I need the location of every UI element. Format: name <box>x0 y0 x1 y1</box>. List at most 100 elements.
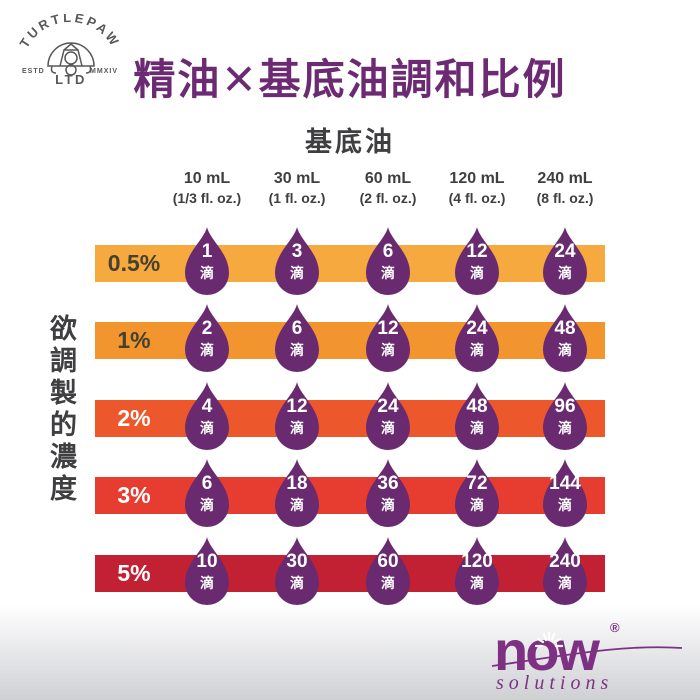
concentration-axis-label: 欲調製的濃度 <box>46 314 76 506</box>
drop: 48 滴 <box>454 381 500 451</box>
drop-count: 240 <box>549 551 581 572</box>
column-volume-label: 60 mL <box>364 170 412 187</box>
drop-count: 96 <box>554 396 576 417</box>
column-ounces-label: (4 fl. oz.) <box>448 190 506 206</box>
now-solutions-logo: now ® solutions <box>492 619 682 692</box>
drop-count: 3 <box>291 241 303 262</box>
drop-unit-label: 滴 <box>558 575 572 591</box>
ratio-bar <box>95 400 605 437</box>
sunburst-icon <box>534 631 564 648</box>
drop-count: 12 <box>466 241 488 262</box>
drop: 12 滴 <box>365 303 411 373</box>
concentration-label: 0.5% <box>107 250 161 276</box>
drop-count: 24 <box>554 241 576 262</box>
drop-unit-label: 滴 <box>290 420 304 436</box>
drop-icon <box>455 304 499 372</box>
drop: 12 滴 <box>274 381 320 451</box>
column-ounces-label: (8 fl. oz.) <box>536 190 594 206</box>
drop-count: 48 <box>554 318 576 339</box>
column-header: 120 mL (4 fl. oz.) <box>420 169 534 208</box>
drop-count: 12 <box>377 318 399 339</box>
ratio-bar <box>95 555 605 592</box>
drop-icon <box>455 537 499 605</box>
drop: 240 滴 <box>542 536 588 606</box>
drop-unit-label: 滴 <box>290 575 304 591</box>
concentration-label: 1% <box>117 327 151 353</box>
drop-icon <box>185 227 229 295</box>
drop-count: 18 <box>286 473 308 494</box>
drop: 24 滴 <box>365 381 411 451</box>
drop-count: 144 <box>549 473 581 494</box>
ratio-bar <box>95 322 605 359</box>
drop-unit-label: 滴 <box>290 342 304 358</box>
drop-unit-label: 滴 <box>381 265 395 281</box>
drop-count: 120 <box>461 551 493 572</box>
column-ounces-label: (2 fl. oz.) <box>359 190 417 206</box>
drop: 12 滴 <box>454 226 500 296</box>
drop-icon <box>455 382 499 450</box>
drop-count: 1 <box>201 241 213 262</box>
turtlepaw-logo: TURTLEPAW ESTD MMXIV LTD <box>16 14 120 87</box>
column-ounces-label: (1 fl. oz.) <box>268 190 326 206</box>
drop: 18 滴 <box>274 458 320 528</box>
drop-count: 24 <box>466 318 488 339</box>
turtle-icon <box>47 42 95 76</box>
drop-count: 4 <box>201 396 213 417</box>
drop: 96 滴 <box>542 381 588 451</box>
drop-unit-label: 滴 <box>470 575 484 591</box>
turtlepaw-year: MMXIV <box>90 68 118 75</box>
drop: 10 滴 <box>184 536 230 606</box>
drop-unit-label: 滴 <box>381 497 395 513</box>
drop-count: 24 <box>377 396 399 417</box>
drop-icon <box>275 382 319 450</box>
drop: 36 滴 <box>365 458 411 528</box>
drop-icon <box>543 382 587 450</box>
drop-icon <box>366 382 410 450</box>
drop-unit-label: 滴 <box>558 342 572 358</box>
drop-icon <box>543 459 587 527</box>
drop-count: 6 <box>382 241 394 262</box>
drop-count: 10 <box>196 551 218 572</box>
registered-mark: ® <box>610 620 620 635</box>
drop: 48 滴 <box>542 303 588 373</box>
now-wordmark: now <box>494 619 600 682</box>
column-header: 240 mL (8 fl. oz.) <box>508 169 622 208</box>
concentration-label: 5% <box>117 560 151 586</box>
column-volume-label: 240 mL <box>537 170 593 187</box>
solutions-wordmark: solutions <box>496 672 613 692</box>
drop-icon <box>366 537 410 605</box>
drop-icon <box>543 537 587 605</box>
swoosh-icon <box>492 646 682 667</box>
drop: 120 滴 <box>454 536 500 606</box>
drop-icon <box>366 304 410 372</box>
drop-icon <box>455 459 499 527</box>
drop-unit-label: 滴 <box>470 265 484 281</box>
page-title: 精油✕基底油調和比例 <box>133 56 567 103</box>
column-volume-label: 10 mL <box>183 170 231 187</box>
drop-icon <box>185 459 229 527</box>
drop-count: 72 <box>466 473 488 494</box>
drop-count: 12 <box>286 396 308 417</box>
drop-icon <box>543 304 587 372</box>
column-headers: 10 mL (1/3 fl. oz.) 30 mL (1 fl. oz.) 60 mL (… <box>0 169 700 221</box>
drop-icon <box>185 537 229 605</box>
drop-icon <box>366 459 410 527</box>
column-ounces-label: (1/3 fl. oz.) <box>172 190 242 206</box>
concentration-label: 3% <box>117 482 151 508</box>
drop-unit-label: 滴 <box>470 497 484 513</box>
drop-unit-label: 滴 <box>381 420 395 436</box>
drop: 24 滴 <box>454 303 500 373</box>
drop-icon <box>185 304 229 372</box>
column-header: 10 mL (1/3 fl. oz.) <box>150 169 264 208</box>
drop-unit-label: 滴 <box>558 420 572 436</box>
drop-unit-label: 滴 <box>200 265 214 281</box>
drop-count: 6 <box>291 318 303 339</box>
drop-unit-label: 滴 <box>470 420 484 436</box>
column-volume-label: 30 mL <box>273 170 321 187</box>
column-header: 30 mL (1 fl. oz.) <box>240 169 354 208</box>
